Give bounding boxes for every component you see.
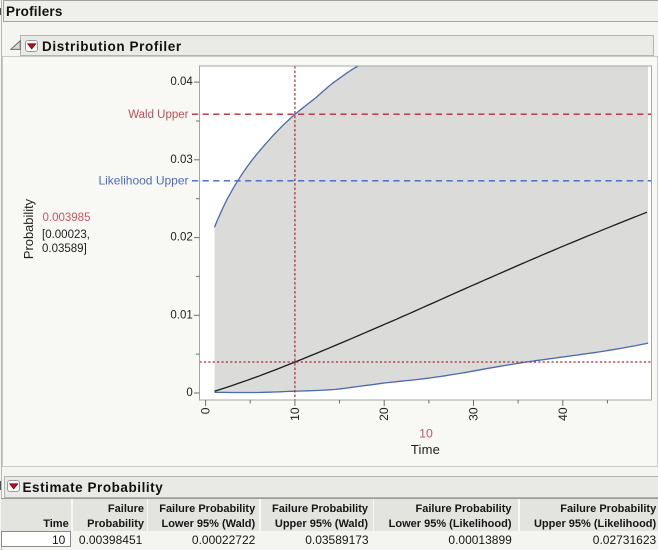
svg-text:0.02: 0.02 — [170, 232, 192, 244]
svg-text:0: 0 — [186, 387, 192, 399]
svg-text:40: 40 — [556, 407, 570, 421]
svg-text:Time: Time — [411, 442, 440, 457]
svg-text:0.01: 0.01 — [170, 309, 192, 321]
svg-text:0: 0 — [199, 407, 213, 414]
svg-text:Probability: Probability — [21, 198, 36, 259]
svg-text:20: 20 — [377, 407, 391, 421]
svg-text:[0.00023,: [0.00023, — [42, 229, 90, 241]
svg-text:0.04: 0.04 — [170, 76, 193, 88]
svg-text:30: 30 — [467, 407, 481, 421]
svg-text:10: 10 — [288, 407, 302, 421]
svg-text:0.03: 0.03 — [170, 154, 192, 166]
svg-text:Likelihood Upper: Likelihood Upper — [98, 174, 188, 188]
svg-text:0.03589]: 0.03589] — [42, 243, 87, 255]
svg-text:Wald Upper: Wald Upper — [128, 109, 188, 121]
svg-text:10: 10 — [419, 426, 433, 440]
svg-text:0.003985: 0.003985 — [43, 212, 91, 224]
